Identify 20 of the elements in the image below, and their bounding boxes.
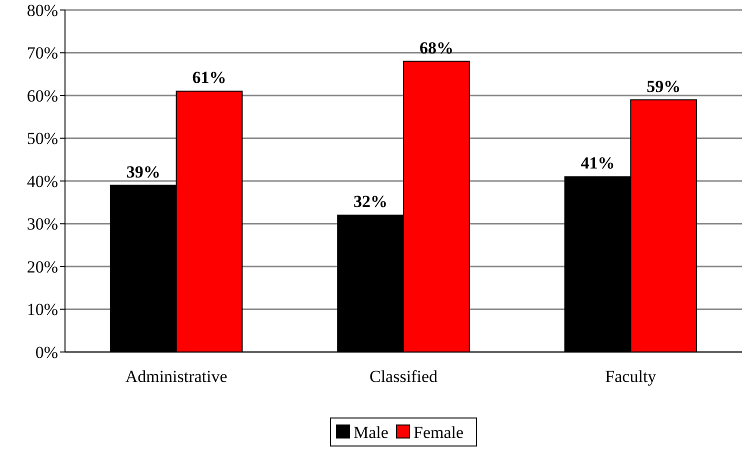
data-label: 61% (192, 68, 226, 88)
y-tick-label: 60% (26, 86, 58, 106)
y-tick-label: 0% (35, 342, 58, 362)
x-tick-label: Classified (370, 367, 438, 386)
y-tick-label: 20% (26, 257, 58, 276)
data-label: 68% (419, 38, 454, 58)
legend-label: Female (414, 422, 464, 442)
x-tick-label: Faculty (605, 367, 657, 386)
y-tick-label: 80% (26, 0, 58, 20)
data-label: 39% (126, 162, 160, 182)
x-tick-label: Administrative (125, 367, 228, 386)
y-tick-label: 30% (26, 214, 58, 234)
y-tick-label: 70% (26, 44, 58, 63)
y-tick-label: 10% (26, 300, 58, 320)
data-label: 32% (354, 192, 388, 212)
data-label: 41% (580, 154, 615, 173)
y-tick-label: 40% (26, 172, 58, 191)
legend-label: Male (354, 422, 388, 442)
data-label: 59% (646, 76, 681, 96)
y-tick-label: 50% (26, 129, 58, 148)
